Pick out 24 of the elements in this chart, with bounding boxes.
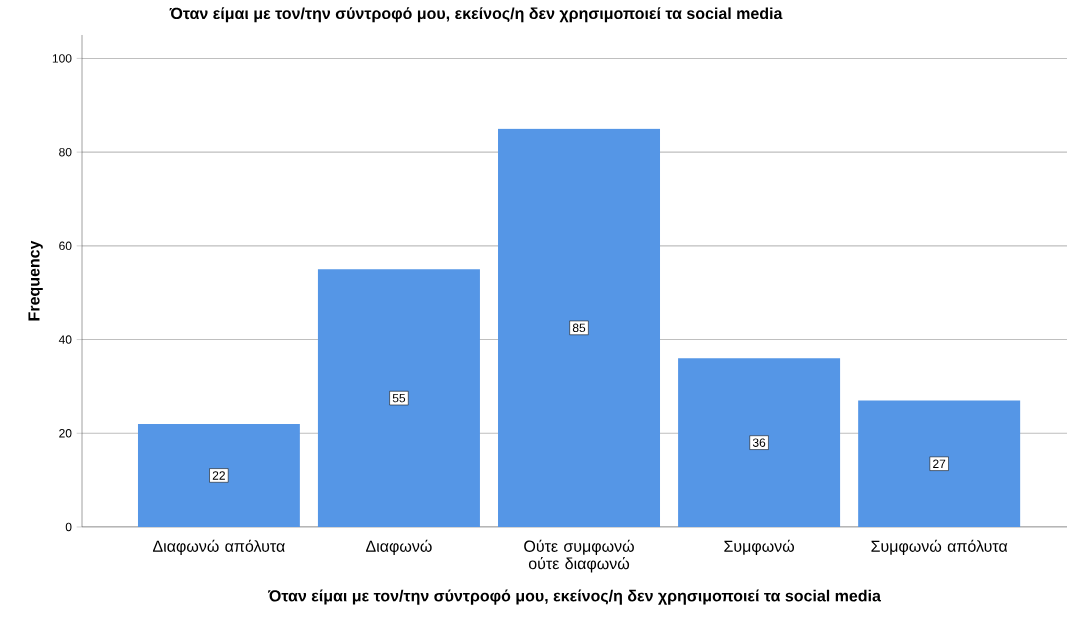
bar — [678, 358, 841, 527]
data-label: 85 — [572, 323, 586, 333]
y-tick-label: 80 — [59, 147, 72, 157]
x-tick-label: Συμφωνώ — [724, 539, 795, 556]
x-tick-label: Συμφωνώ απόλυτα — [871, 539, 1008, 556]
chart-title: Όταν είμαι με τον/την σύντροφό μου, εκείνος/η δεν χρησιμοποιεί τα social media — [169, 7, 783, 23]
x-tick-label: Διαφωνώ απόλυτα — [152, 539, 285, 556]
bar — [317, 269, 480, 527]
y-axis-title: Frequency — [28, 240, 43, 321]
y-tick-label: 20 — [59, 429, 72, 438]
x-tick-label: Ούτε συμφωνώ ούτε διαφωνώ — [524, 539, 634, 573]
x-axis-title: Όταν είμαι με τον/την σύντροφό μου, εκείνος/η δεν χρησιμοποιεί τα social media — [267, 589, 882, 605]
y-tick-label: 0 — [65, 522, 72, 532]
data-label: 36 — [752, 438, 766, 447]
bar — [858, 400, 1021, 527]
y-tick-label: 60 — [59, 241, 72, 251]
x-tick-label: Διαφωνώ — [365, 539, 432, 556]
data-label: 55 — [392, 393, 406, 403]
y-tick-label: 100 — [52, 54, 72, 63]
y-tick-label: 40 — [58, 335, 72, 344]
data-label: 27 — [933, 459, 946, 468]
bar — [137, 423, 300, 527]
data-label: 22 — [212, 471, 225, 480]
bar — [498, 128, 661, 527]
